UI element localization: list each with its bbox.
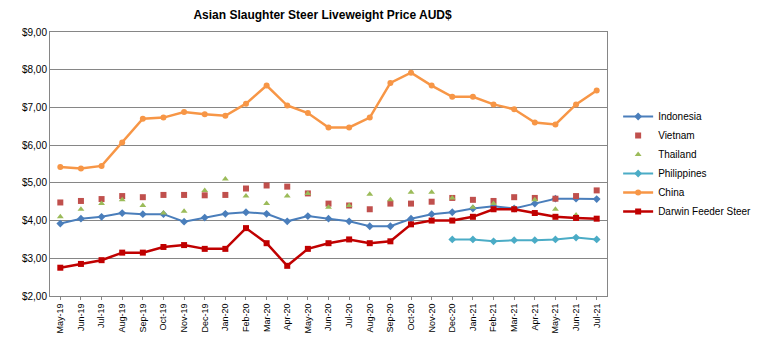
svg-text:Dec-20: Dec-20: [447, 304, 457, 333]
svg-text:Jul-21: Jul-21: [592, 304, 602, 329]
svg-text:Nov-20: Nov-20: [427, 304, 437, 333]
svg-text:Jan-21: Jan-21: [468, 304, 478, 332]
svg-text:$5,00: $5,00: [22, 177, 47, 188]
svg-text:Jul-19: Jul-19: [96, 304, 106, 329]
svg-text:Thailand: Thailand: [658, 149, 696, 160]
svg-text:$2,00: $2,00: [22, 291, 47, 302]
svg-text:Indonesia: Indonesia: [658, 111, 702, 122]
svg-text:Apr-21: Apr-21: [530, 304, 540, 331]
svg-text:Jun-21: Jun-21: [571, 304, 581, 332]
svg-text:Philippines: Philippines: [658, 168, 706, 179]
svg-text:$4,00: $4,00: [22, 215, 47, 226]
svg-text:China: China: [658, 187, 685, 198]
svg-text:Jun-19: Jun-19: [76, 304, 86, 332]
svg-text:Jun-20: Jun-20: [323, 304, 333, 332]
svg-text:$9,00: $9,00: [22, 27, 47, 38]
svg-text:$6,00: $6,00: [22, 140, 47, 151]
svg-text:May-21: May-21: [550, 304, 560, 334]
svg-text:Darwin Feeder Steer: Darwin Feeder Steer: [658, 206, 751, 217]
svg-text:$7,00: $7,00: [22, 102, 47, 113]
svg-text:Mar-21: Mar-21: [509, 304, 519, 333]
svg-text:Oct-20: Oct-20: [406, 304, 416, 331]
svg-text:Vietnam: Vietnam: [658, 130, 695, 141]
svg-text:Aug-20: Aug-20: [365, 304, 375, 333]
svg-text:Jan-20: Jan-20: [220, 304, 230, 332]
svg-text:Dec-19: Dec-19: [200, 304, 210, 333]
svg-text:Oct-19: Oct-19: [158, 304, 168, 331]
svg-text:Apr-20: Apr-20: [282, 304, 292, 331]
svg-text:$3,00: $3,00: [22, 253, 47, 264]
svg-text:Feb-21: Feb-21: [488, 304, 498, 333]
svg-text:$8,00: $8,00: [22, 64, 47, 75]
svg-text:Sep-19: Sep-19: [138, 304, 148, 333]
svg-text:Sep-20: Sep-20: [385, 304, 395, 333]
svg-text:Jul-20: Jul-20: [344, 304, 354, 329]
svg-text:Feb-20: Feb-20: [241, 304, 251, 333]
svg-text:Asian Slaughter Steer Liveweig: Asian Slaughter Steer Liveweight Price A…: [193, 8, 452, 22]
svg-text:Mar-20: Mar-20: [262, 304, 272, 333]
svg-text:May-20: May-20: [303, 304, 313, 334]
svg-text:May-19: May-19: [55, 304, 65, 334]
svg-text:Aug-19: Aug-19: [117, 304, 127, 333]
svg-text:Nov-19: Nov-19: [179, 304, 189, 333]
